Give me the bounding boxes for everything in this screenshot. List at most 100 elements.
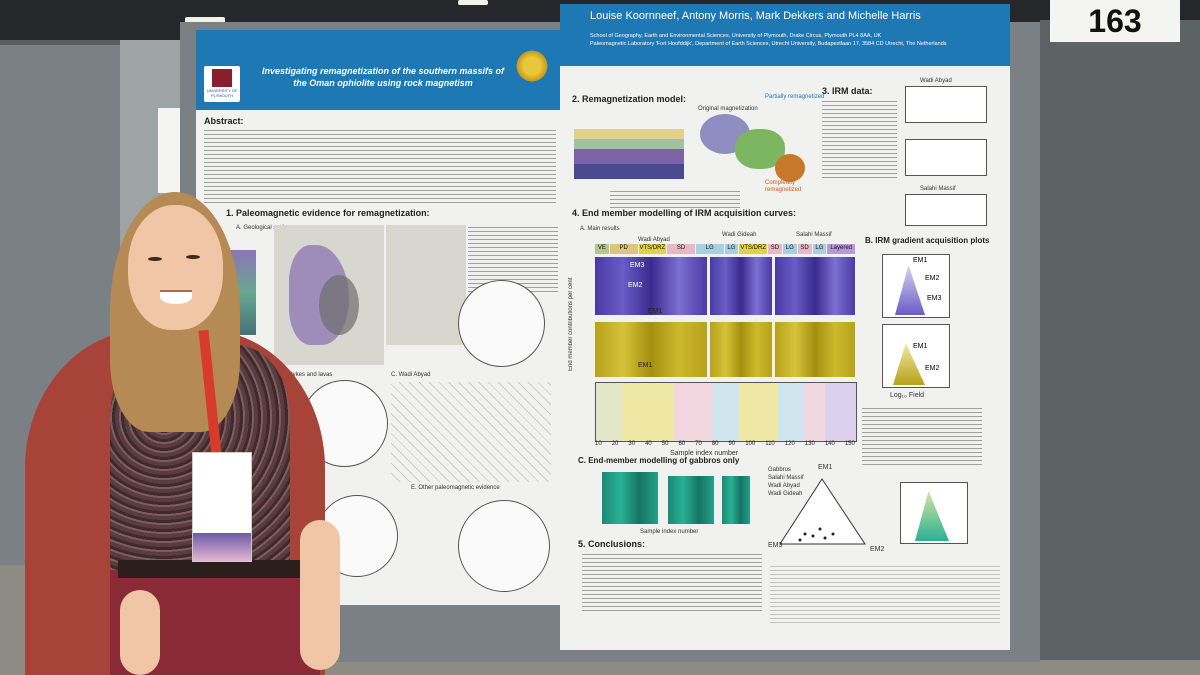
section-paleomag: 1. Paleomagnetic evidence for remagnetiz… — [226, 208, 430, 218]
tick-label: 60 — [678, 441, 686, 447]
gradient-em-label: EM3 — [927, 295, 942, 302]
tick-label: 150 — [844, 441, 855, 447]
irm-sample-plot — [595, 382, 857, 442]
conclusions-text — [582, 552, 762, 612]
gabbros-label: C. End-member modelling of gabbros only — [578, 456, 740, 465]
figure-caption — [610, 189, 740, 209]
tick-label: 70 — [695, 441, 702, 447]
em-label: EM3 — [630, 262, 645, 269]
unit-tag: LG — [695, 244, 724, 254]
em-contribution-panel — [710, 257, 772, 315]
location-map — [386, 225, 466, 345]
wadi-abyad-label: C. Wadi Abyad — [391, 372, 431, 378]
irm-acquisition-plot — [905, 86, 987, 123]
section-end-member: 4. End member modelling of IRM acquisiti… — [572, 208, 797, 218]
unit-tag: PD — [609, 244, 638, 254]
other-evidence-label: E. Other paleomagnetic evidence — [411, 485, 500, 491]
tick-label: 30 — [628, 441, 636, 447]
unit-tag-row: VE PD VTS/DRZ SD LG LG VTS/DRZ SD LG SD … — [595, 244, 855, 254]
label-completely-remagnetized: Completely remagnetized — [765, 180, 802, 193]
poster-left-sheet: UNIVERSITY OF PLYMOUTH Investigating rem… — [196, 30, 566, 605]
unit-tag: Layered — [827, 244, 855, 254]
unit-tag: VE — [595, 244, 609, 254]
tick-label: 50 — [661, 441, 669, 447]
legend-item: Wadi Gideah — [768, 491, 803, 497]
figure-caption — [862, 406, 982, 466]
gradient-plots-label: B. IRM gradient acquisition plots — [865, 236, 990, 245]
authors-line: Louise Koornneef, Antony Morris, Mark De… — [590, 10, 921, 22]
massif-outcrop — [319, 275, 359, 335]
badge-stripe — [193, 533, 251, 561]
crest-icon — [212, 69, 232, 87]
site-label: Wadi Abyad — [638, 237, 670, 243]
presenter-hand — [120, 590, 160, 675]
irm-site-label: Wadi Abyad — [920, 78, 952, 84]
adjacent-board — [1040, 20, 1200, 660]
tick-label: 10 — [595, 441, 602, 447]
geological-setting-label: A. Geological setting — [236, 225, 292, 231]
ternary-label: EM1 — [818, 464, 833, 471]
label-partially-remagnetized: Partially remagnetized — [765, 94, 825, 100]
unit-tag: LG — [812, 244, 827, 254]
ternary-label: EM3 — [768, 542, 783, 549]
demagnetization-plots — [391, 382, 551, 482]
presenter-arm — [300, 520, 340, 670]
author-2: , Antony Morris — [676, 10, 750, 22]
gradient-axis-label: Log₁₀ Field — [890, 392, 925, 399]
affiliation-2: Paleomagnetic Laboratory 'Fort Hoofddijk… — [590, 41, 947, 47]
section-conclusions: 5. Conclusions: — [578, 539, 646, 549]
gabbro-sample-axis: Sample index number — [640, 529, 699, 535]
gradient-curve — [895, 265, 925, 315]
affiliation-1: School of Geography, Earth and Environme… — [590, 33, 882, 39]
em-contribution-panel — [775, 322, 855, 377]
em-label: EM1 — [638, 362, 653, 369]
main-results-label: A. Main results — [580, 226, 620, 232]
gabbro-em-panel — [722, 476, 750, 524]
eye — [148, 257, 162, 261]
tick-label: 90 — [728, 441, 736, 447]
site-label: Salahi Massif — [796, 232, 832, 238]
university-logo: UNIVERSITY OF PLYMOUTH — [204, 66, 240, 102]
site-label: Wadi Gideah — [722, 232, 757, 238]
abstract-heading: Abstract: — [204, 116, 244, 126]
eye — [186, 255, 200, 259]
author-4: and Michelle Harris — [823, 10, 921, 22]
ternary-label: EM2 — [870, 546, 885, 553]
section-irm: 3. IRM data: — [822, 86, 873, 96]
poster-title-line1: Investigating remagnetization of the sou… — [261, 66, 505, 76]
references-text — [770, 564, 1000, 624]
em-contribution-panel — [775, 257, 855, 315]
legend-item: Gabbros — [768, 467, 792, 473]
irm-site-label-2: Salahi Massif — [920, 186, 956, 192]
em-label: EM1 — [648, 308, 663, 315]
gabbro-legend: Gabbros Salahi Massif Wadi Abyad Wadi Gi… — [768, 466, 838, 498]
name-badge — [192, 452, 252, 562]
ternary-diagram — [775, 474, 870, 549]
authors-header: Louise Koornneef, Antony Morris, Mark De… — [560, 4, 1010, 66]
smile — [160, 290, 192, 304]
gradient-curve — [915, 491, 949, 541]
author-1: Louise Koornneef — [590, 10, 677, 22]
affiliations: School of Geography, Earth and Environme… — [590, 32, 1000, 48]
em-label: EM2 — [628, 282, 643, 289]
unit-tag: LG — [724, 244, 739, 254]
gabbro-em-panel — [668, 476, 714, 524]
presenter-belt — [118, 560, 308, 578]
gradient-em-label: EM1 — [913, 257, 928, 264]
ternary-triangle — [779, 478, 866, 545]
stereonet — [458, 280, 545, 367]
irm-acquisition-plot — [905, 139, 987, 176]
tick-label: 140 — [824, 441, 835, 447]
booth-number-right: 163 — [1050, 0, 1180, 42]
poster-title: Investigating remagnetization of the sou… — [248, 65, 518, 89]
remagnetization-cross-section — [574, 129, 684, 179]
sample-axis-label: Sample index number — [670, 450, 739, 457]
presenter-face — [128, 205, 223, 330]
legend-item: Wadi Abyad — [768, 483, 800, 489]
tick-label: 20 — [611, 441, 619, 447]
section-remag-model: 2. Remagnetization model: — [572, 94, 687, 104]
poster-header: UNIVERSITY OF PLYMOUTH Investigating rem… — [196, 30, 566, 110]
em-contribution-panel — [595, 257, 707, 315]
ceiling-light — [185, 17, 225, 25]
university-name: UNIVERSITY OF PLYMOUTH — [206, 88, 238, 98]
